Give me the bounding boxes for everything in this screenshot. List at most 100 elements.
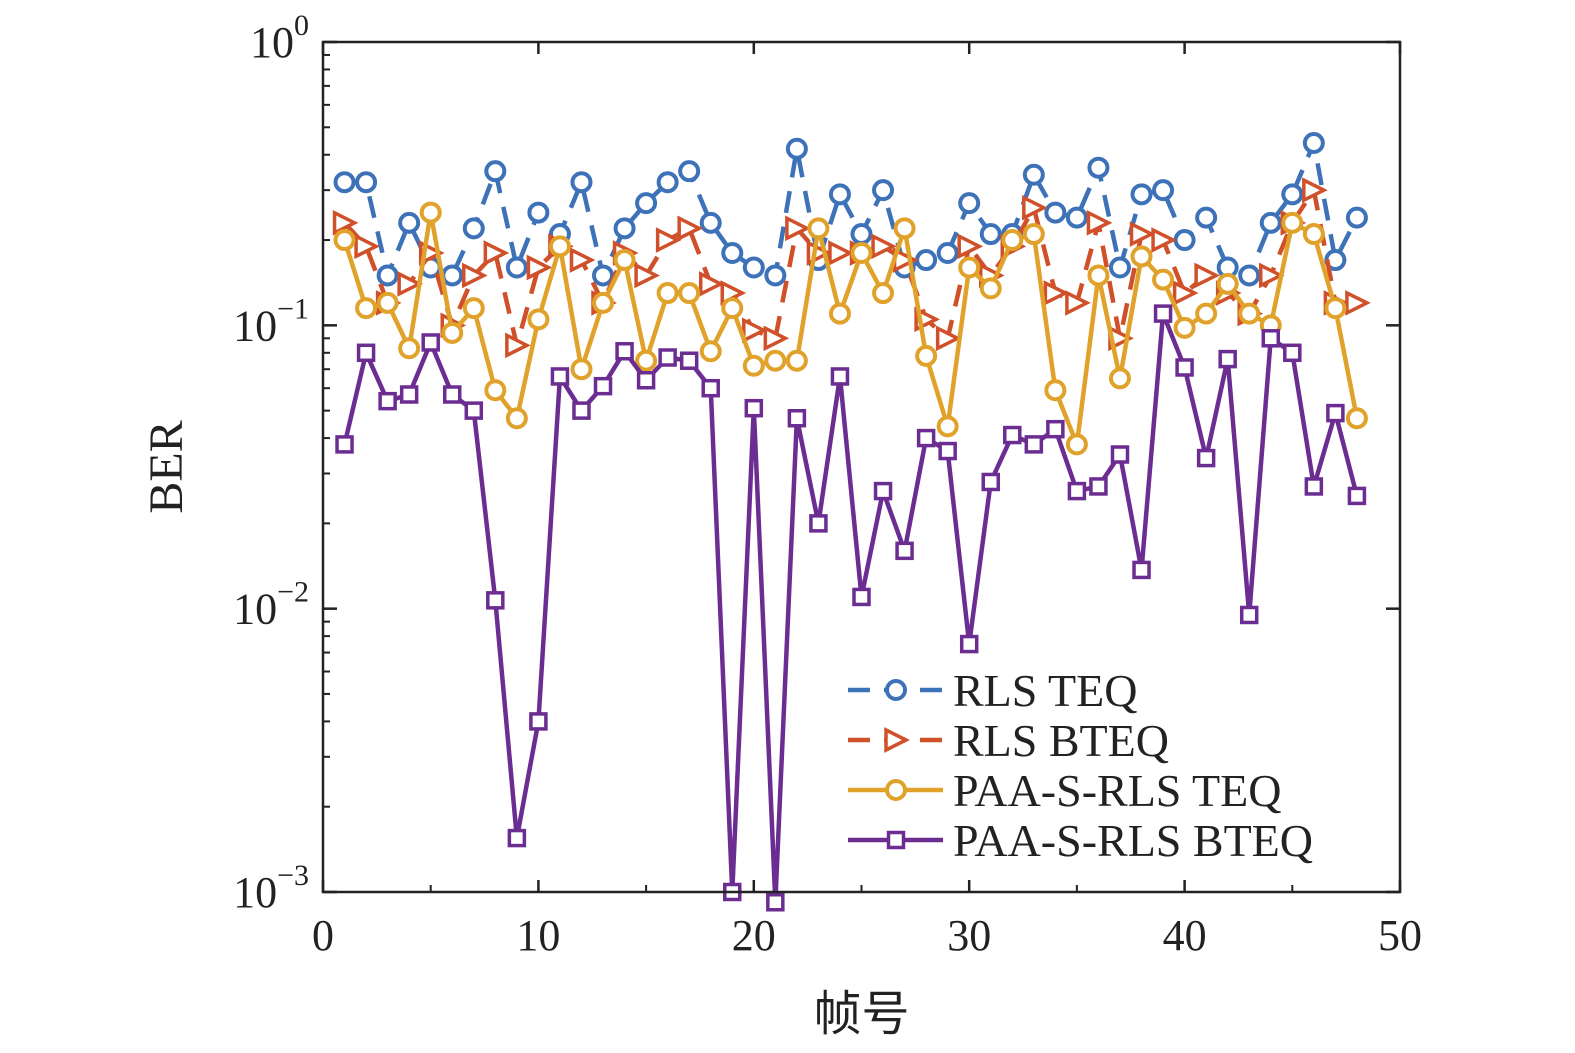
data-point-paa-s-rls-teq [828, 302, 851, 325]
data-point-rls-teq [1173, 229, 1196, 252]
data-point-paa-s-rls-bteq [1304, 477, 1324, 496]
x-tick-label: 30 [947, 911, 991, 960]
data-point-paa-s-rls-bteq [1218, 349, 1237, 369]
data-point-paa-s-rls-teq [441, 321, 464, 344]
data-point-paa-s-rls-teq [419, 201, 442, 224]
data-point-paa-s-rls-bteq [959, 634, 979, 654]
data-point-paa-s-rls-bteq [1326, 403, 1345, 423]
data-point-paa-s-rls-teq [1022, 223, 1045, 246]
data-point-paa-s-rls-bteq [1089, 477, 1108, 496]
y-tick-exponent: 0 [294, 9, 309, 42]
data-point-rls-teq [1152, 179, 1175, 202]
data-point-paa-s-rls-teq [527, 308, 550, 331]
data-point-paa-s-rls-teq [678, 282, 701, 305]
legend-marker [886, 830, 906, 850]
series-rls-teq [333, 132, 1368, 287]
data-point-rls-bteq [1172, 280, 1199, 306]
data-point-paa-s-rls-teq [1302, 223, 1325, 246]
x-tick-label: 50 [1378, 911, 1422, 960]
legend-label: PAA-S-RLS BTEQ [953, 815, 1313, 866]
data-point-paa-s-rls-bteq [335, 435, 354, 454]
data-point-paa-s-rls-teq [376, 291, 399, 314]
data-point-paa-s-rls-bteq [916, 428, 936, 448]
legend-entry-rls-teq: RLS TEQ [848, 665, 1137, 716]
data-point-paa-s-rls-teq [1281, 211, 1304, 234]
data-point-rls-teq [785, 137, 808, 160]
axes: 0 10 20 30 40 50 10−3 10−2 10−1 100 帧号 BER [140, 9, 1422, 1041]
data-point-paa-s-rls-bteq [529, 712, 548, 731]
data-point-rls-bteq [871, 233, 897, 260]
data-point-paa-s-rls-teq [333, 229, 356, 252]
y-tick-label: 10−2 [233, 576, 309, 634]
data-point-paa-s-rls-teq [742, 354, 765, 377]
data-point-rls-teq [376, 264, 399, 287]
y-tick-exponent: −3 [277, 859, 309, 892]
data-point-paa-s-rls-bteq [1153, 304, 1173, 323]
data-point-paa-s-rls-teq [484, 379, 507, 402]
data-point-rls-bteq [763, 325, 790, 352]
data-point-rls-teq [484, 160, 507, 183]
data-point-paa-s-rls-bteq [1196, 448, 1216, 468]
data-point-rls-teq [742, 256, 765, 279]
data-point-paa-s-rls-bteq [1239, 605, 1259, 625]
data-point-paa-s-rls-bteq [572, 401, 591, 420]
data-point-paa-s-rls-teq [1238, 302, 1261, 325]
data-point-rls-teq [1044, 201, 1067, 224]
data-point-rls-teq [656, 171, 679, 194]
data-point-paa-s-rls-teq [505, 407, 528, 430]
data-point-paa-s-rls-bteq [636, 370, 656, 390]
data-point-rls-teq [333, 171, 356, 194]
x-tick-label: 40 [1163, 911, 1207, 960]
data-point-rls-teq [1281, 183, 1304, 206]
data-point-paa-s-rls-bteq [1067, 481, 1087, 501]
data-point-paa-s-rls-bteq [550, 367, 570, 386]
data-point-rls-bteq [1129, 221, 1156, 247]
series-line-rls-bteq [342, 187, 1357, 348]
data-point-paa-s-rls-bteq [830, 367, 850, 386]
data-point-rls-bteq [505, 332, 531, 359]
data-point-rls-teq [398, 211, 421, 234]
legend-entry-paa-s-rls-teq: PAA-S-RLS TEQ [848, 765, 1281, 816]
data-point-paa-s-rls-bteq [1175, 358, 1194, 377]
data-point-paa-s-rls-bteq [1024, 435, 1044, 454]
data-point-paa-s-rls-bteq [486, 591, 505, 610]
data-point-rls-bteq [1151, 227, 1177, 253]
data-point-paa-s-rls-teq [915, 344, 938, 367]
data-point-rls-teq [1195, 206, 1218, 229]
legend-entry-paa-s-rls-bteq: PAA-S-RLS BTEQ [848, 815, 1313, 866]
data-point-paa-s-rls-teq [807, 217, 830, 240]
data-point-rls-teq [592, 264, 615, 287]
data-point-rls-bteq [742, 317, 768, 344]
x-tick-label: 20 [732, 911, 776, 960]
data-point-rls-teq [441, 264, 464, 287]
data-point-paa-s-rls-bteq [873, 481, 893, 501]
x-tick-label: 10 [516, 911, 560, 960]
data-point-paa-s-rls-bteq [658, 348, 677, 367]
data-point-rls-bteq [462, 262, 488, 289]
data-point-paa-s-rls-teq [1345, 407, 1368, 430]
y-tick-exponent: −2 [277, 576, 309, 609]
data-point-paa-s-rls-teq [398, 337, 421, 360]
series-line-paa-s-rls-bteq [342, 311, 1360, 905]
data-point-paa-s-rls-bteq [766, 893, 785, 912]
data-point-rls-bteq [935, 325, 962, 352]
data-point-paa-s-rls-teq [1216, 272, 1239, 295]
y-tick-label: 10−1 [233, 292, 309, 350]
data-point-rls-teq [936, 242, 959, 265]
data-point-paa-s-rls-bteq [356, 343, 376, 363]
data-point-paa-s-rls-teq [1087, 264, 1110, 287]
data-point-paa-s-rls-teq [893, 217, 916, 240]
data-point-rls-bteq [634, 262, 661, 289]
data-point-paa-s-rls-teq [1001, 229, 1024, 252]
data-point-rls-bteq [332, 210, 359, 236]
data-point-paa-s-rls-teq [1324, 297, 1347, 320]
data-point-rls-bteq [1022, 194, 1048, 221]
data-point-paa-s-rls-bteq [809, 514, 828, 533]
data-point-rls-bteq [1043, 280, 1070, 306]
data-point-paa-s-rls-bteq [744, 398, 764, 418]
data-point-paa-s-rls-teq [592, 291, 615, 314]
data-point-paa-s-rls-teq [355, 297, 378, 320]
y-tick-label: 10−3 [233, 859, 309, 917]
data-point-paa-s-rls-bteq [399, 385, 419, 404]
